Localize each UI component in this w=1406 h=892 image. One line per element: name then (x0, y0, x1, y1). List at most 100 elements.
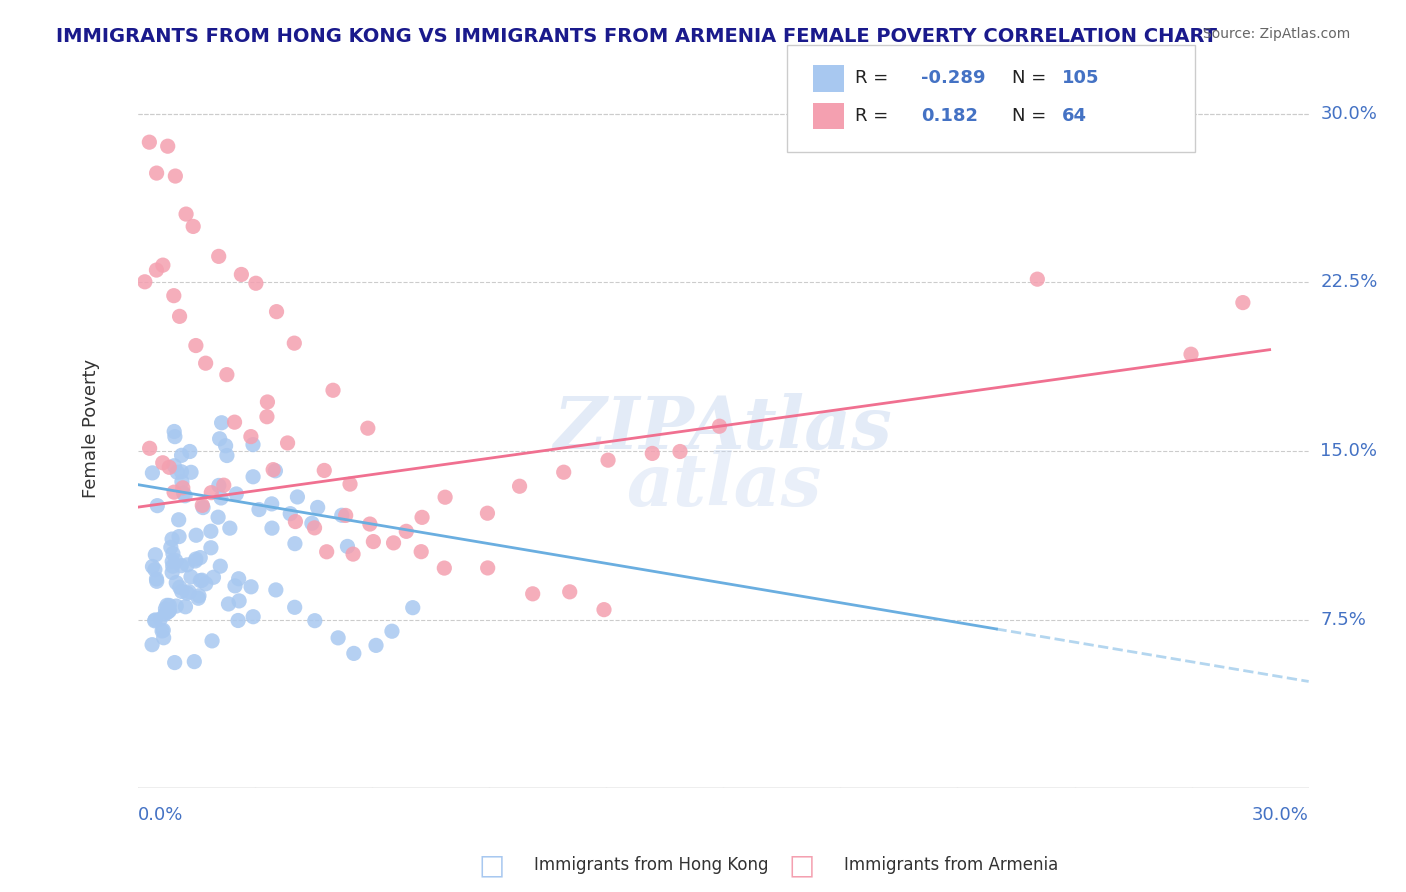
Point (145, 574, 167, 589)
Point (169, 310, 191, 324)
Point (157, 603, 180, 617)
Text: Immigrants from Armenia: Immigrants from Armenia (844, 856, 1057, 874)
Text: 7.5%: 7.5% (1320, 611, 1367, 629)
Point (1026, 272, 1049, 286)
Point (138, 135, 160, 149)
Point (284, 515, 307, 529)
Point (264, 464, 287, 478)
Point (208, 249, 231, 263)
Point (315, 545, 337, 559)
Point (163, 485, 186, 500)
Point (359, 516, 381, 531)
Point (304, 521, 326, 535)
Point (166, 465, 188, 479)
Point (174, 599, 197, 614)
Point (301, 516, 323, 531)
Point (411, 510, 433, 524)
Point (239, 429, 262, 443)
Point (402, 600, 425, 615)
Point (159, 541, 181, 555)
Text: 30.0%: 30.0% (1251, 806, 1309, 824)
Point (162, 559, 184, 574)
Point (155, 601, 177, 615)
Text: 0.0%: 0.0% (138, 806, 183, 824)
Point (207, 510, 229, 524)
Point (184, 552, 207, 566)
Point (284, 536, 307, 550)
Point (194, 576, 217, 591)
Text: R =: R = (855, 70, 894, 87)
Point (381, 624, 404, 639)
Point (226, 614, 249, 628)
Point (174, 207, 197, 221)
Point (172, 481, 194, 495)
Point (242, 437, 264, 451)
Point (165, 599, 187, 613)
Point (156, 139, 179, 153)
Point (141, 466, 163, 480)
Point (181, 219, 204, 234)
Point (477, 561, 499, 575)
Point (284, 600, 307, 615)
Point (260, 521, 283, 535)
Point (170, 465, 193, 479)
Point (184, 528, 207, 542)
Point (264, 582, 287, 597)
Point (509, 479, 531, 493)
Text: Source: ZipAtlas.com: Source: ZipAtlas.com (1202, 27, 1350, 41)
Point (228, 572, 250, 586)
Point (162, 547, 184, 561)
Point (209, 559, 232, 574)
Point (160, 554, 183, 568)
Point (138, 442, 160, 456)
Point (242, 609, 264, 624)
Point (262, 463, 284, 477)
Point (287, 490, 309, 504)
Text: □: □ (789, 851, 814, 880)
Point (152, 624, 174, 638)
Point (143, 613, 166, 627)
Point (330, 508, 353, 523)
Point (170, 475, 193, 489)
Point (200, 541, 222, 555)
Point (170, 584, 193, 599)
Text: 64: 64 (1062, 107, 1087, 125)
Point (314, 463, 336, 477)
Point (283, 336, 305, 351)
Point (143, 614, 166, 628)
Point (188, 574, 211, 588)
Text: 15.0%: 15.0% (1320, 442, 1378, 460)
Point (224, 415, 246, 429)
Point (146, 499, 169, 513)
Point (145, 572, 167, 586)
Point (141, 559, 163, 574)
Point (194, 356, 217, 370)
Point (522, 587, 544, 601)
Point (242, 469, 264, 483)
Point (215, 368, 238, 382)
Point (187, 591, 209, 606)
Point (322, 384, 344, 398)
Point (160, 566, 183, 580)
Point (218, 521, 240, 535)
Point (1232, 295, 1254, 310)
Point (200, 524, 222, 539)
Point (224, 579, 246, 593)
Point (157, 604, 180, 618)
Point (173, 486, 195, 500)
Point (191, 500, 214, 515)
Point (165, 575, 187, 590)
Point (157, 460, 180, 475)
Point (201, 633, 224, 648)
Point (165, 553, 187, 567)
Point (191, 499, 214, 513)
Point (153, 607, 176, 621)
Point (177, 584, 200, 599)
Point (278, 507, 301, 521)
Point (200, 485, 222, 500)
Point (170, 558, 193, 573)
Point (167, 513, 190, 527)
Text: atlas: atlas (626, 450, 821, 522)
Point (669, 444, 692, 458)
Point (152, 631, 174, 645)
